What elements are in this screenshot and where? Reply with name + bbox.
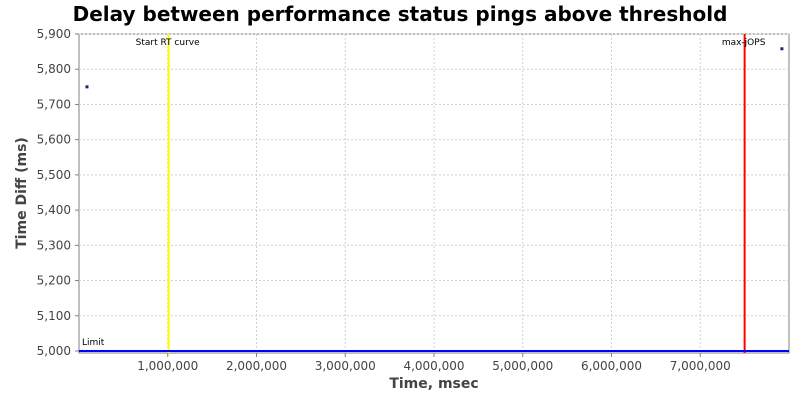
y-tick-label: 5,600: [37, 133, 71, 147]
y-tick-label: 5,100: [37, 309, 71, 323]
y-tick-label: 5,000: [37, 344, 71, 358]
data-point: [85, 85, 89, 89]
y-axis-label: Time Diff (ms): [14, 137, 30, 249]
data-point: [780, 47, 784, 51]
y-tick-label: 5,300: [37, 238, 71, 252]
chart-title: Delay between performance status pings a…: [73, 2, 728, 26]
y-tick-label: 5,200: [37, 274, 71, 288]
x-tick-label: 4,000,000: [403, 359, 464, 373]
marker-label: Limit: [82, 338, 105, 348]
x-tick-label: 3,000,000: [315, 359, 376, 373]
x-tick-label: 2,000,000: [226, 359, 287, 373]
x-tick-label: 5,000,000: [492, 359, 553, 373]
y-tick-label: 5,900: [37, 27, 71, 41]
plot-area: [78, 33, 790, 354]
x-tick-label: 6,000,000: [581, 359, 642, 373]
y-tick-label: 5,700: [37, 97, 71, 111]
y-tick-label: 5,400: [37, 203, 71, 217]
y-tick-label: 5,800: [37, 62, 71, 76]
x-axis-label: Time, msec: [389, 376, 478, 392]
x-tick-label: 1,000,000: [137, 359, 198, 373]
x-tick-label: 7,000,000: [670, 359, 731, 373]
marker-label: Start RT curve: [136, 38, 200, 48]
marker-label: max-jOPS: [722, 38, 766, 48]
y-tick-label: 5,500: [37, 168, 71, 182]
